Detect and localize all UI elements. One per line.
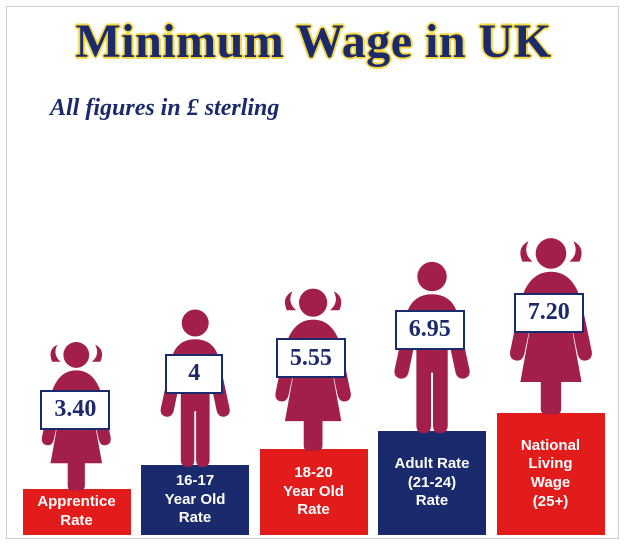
category-box: Apprentice Rate xyxy=(23,489,131,535)
chart-item: 5.55 18-20 Year Old Rate xyxy=(258,282,370,535)
figure-wrapper: 3.40 xyxy=(35,336,118,489)
category-box: 16-17 Year Old Rate xyxy=(141,465,249,535)
figure-wrapper: 7.20 xyxy=(502,231,600,413)
value-card: 4 xyxy=(165,354,223,394)
value-card: 7.20 xyxy=(514,293,584,333)
figure-wrapper: 4 xyxy=(152,305,238,465)
figure-wrapper: 5.55 xyxy=(268,282,358,449)
chart-item: 3.40 Apprentice Rate xyxy=(21,336,133,535)
value-card: 3.40 xyxy=(40,390,110,430)
chart-row: 3.40 Apprentice Rate 4 16-17 Year Old Rate… xyxy=(0,115,627,535)
chart-item: 6.95 Adult Rate (21-24) Rate xyxy=(376,257,488,535)
category-box: National Living Wage (25+) xyxy=(497,413,605,535)
value-card: 5.55 xyxy=(276,338,346,378)
chart-item: 4 16-17 Year Old Rate xyxy=(139,305,251,535)
page-title: Minimum Wage in UK xyxy=(0,14,627,69)
category-box: 18-20 Year Old Rate xyxy=(260,449,368,535)
figure-wrapper: 6.95 xyxy=(385,257,479,431)
chart-item: 7.20 National Living Wage (25+) xyxy=(495,231,607,535)
value-card: 6.95 xyxy=(395,310,465,350)
category-box: Adult Rate (21-24) Rate xyxy=(378,431,486,535)
